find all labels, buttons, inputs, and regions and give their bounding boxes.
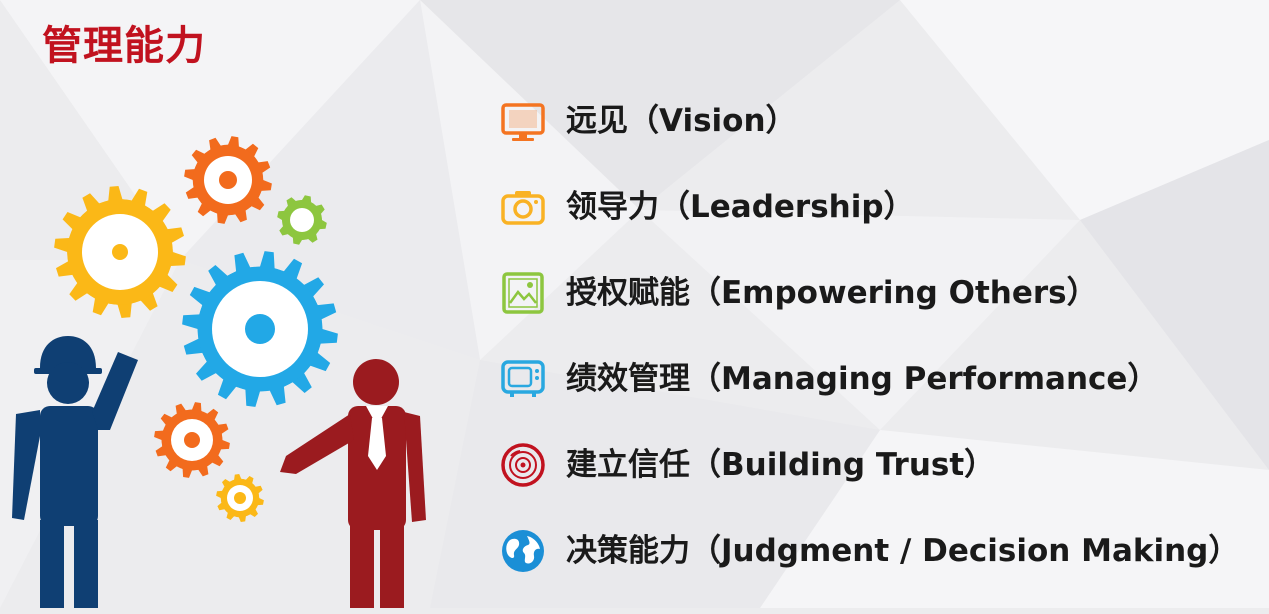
list-item-label: 远见（Vision） [566, 103, 797, 139]
list-item-vision: 远见（Vision） [500, 98, 1239, 184]
person-left-figure [12, 336, 138, 608]
list-item-label: 决策能力（Judgment / Decision Making） [566, 533, 1240, 569]
gear-orange-top [184, 136, 272, 224]
tv-icon [500, 356, 546, 402]
vinyl-record-icon [500, 442, 546, 488]
person-right-figure [280, 359, 426, 608]
gear-orange-bottom [154, 402, 230, 478]
list-item-leadership: 领导力（Leadership） [500, 184, 1239, 270]
globe-icon [500, 528, 546, 574]
list-item-label: 领导力（Leadership） [566, 189, 915, 225]
list-item-trust: 建立信任（Building Trust） [500, 442, 1239, 528]
list-item-label: 授权赋能（Empowering Others） [566, 275, 1098, 311]
list-item-empowering: 授权赋能（Empowering Others） [500, 270, 1239, 356]
gear-blue-large [182, 251, 338, 407]
gears-people-illustration [12, 136, 426, 608]
list-item-decision: 决策能力（Judgment / Decision Making） [500, 528, 1239, 614]
list-item-label: 建立信任（Building Trust） [566, 447, 996, 483]
gear-yellow-small [216, 474, 264, 522]
list-item-performance: 绩效管理（Managing Performance） [500, 356, 1239, 442]
monitor-icon [500, 98, 546, 144]
gear-yellow-large [54, 186, 186, 318]
page-title: 管理能力 [42, 23, 206, 69]
gear-green-small [277, 195, 327, 245]
camera-icon [500, 184, 546, 230]
list-item-label: 绩效管理（Managing Performance） [566, 361, 1159, 397]
picture-icon [500, 270, 546, 316]
competency-list: 远见（Vision） 领导力（Leadership） 授权赋能（Empoweri… [500, 98, 1239, 614]
